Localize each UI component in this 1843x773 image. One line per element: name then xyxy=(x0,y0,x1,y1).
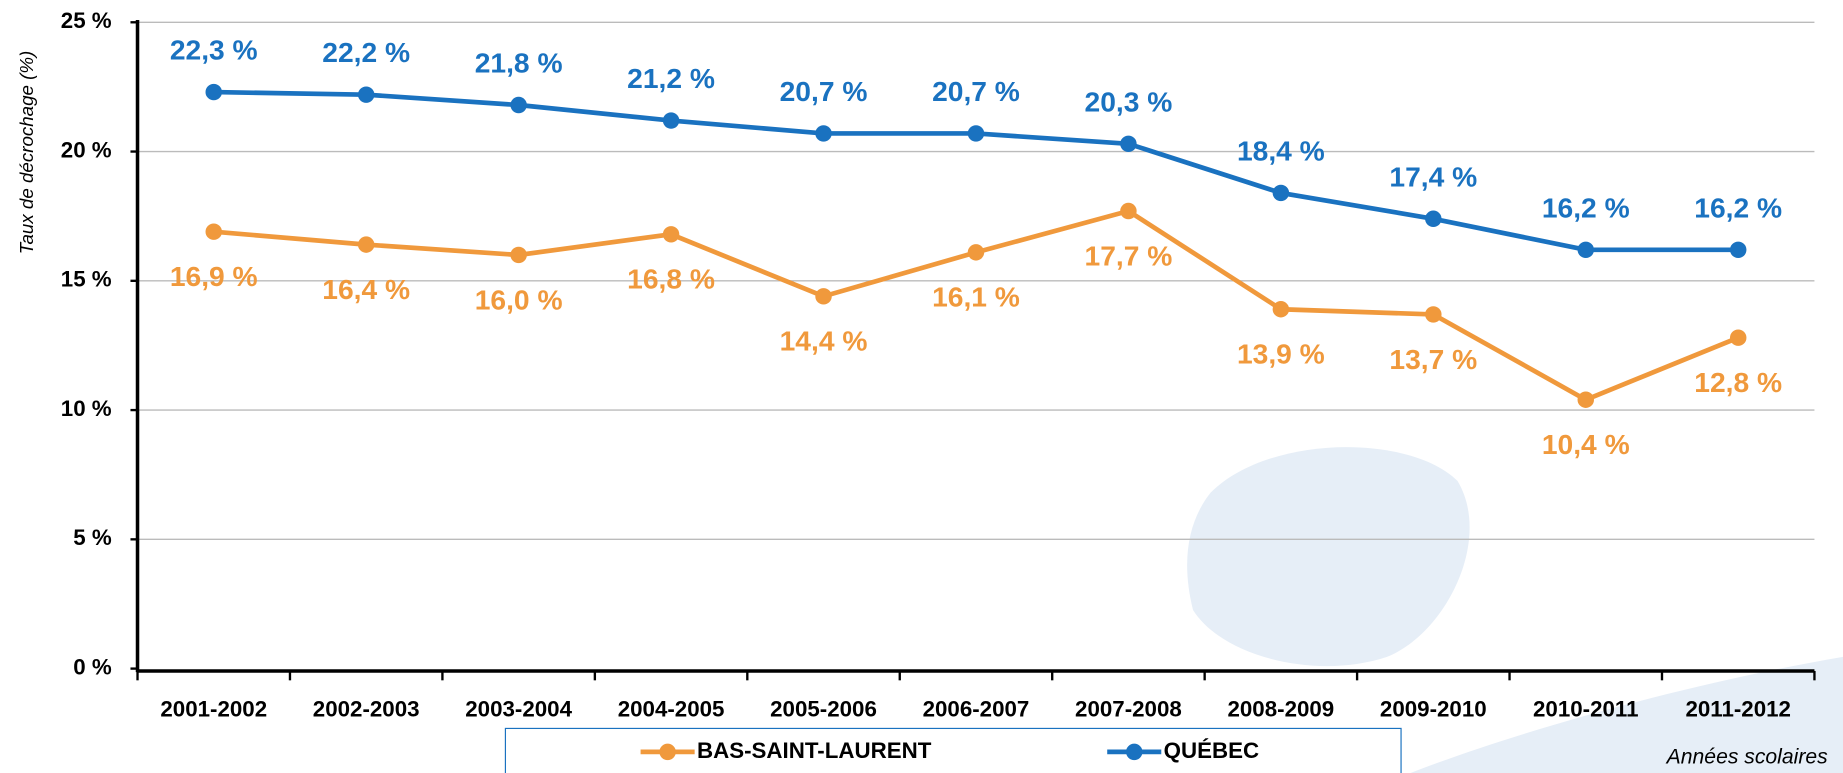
point xyxy=(968,244,984,260)
legend-box xyxy=(505,728,1401,773)
x-tick-label: 2007-2008 xyxy=(1075,697,1182,722)
background-shape xyxy=(1187,447,1469,666)
point xyxy=(968,125,984,141)
legend-label: QUÉBEC xyxy=(1164,738,1260,763)
value-label: 22,3 % xyxy=(170,34,258,66)
value-label: 10,4 % xyxy=(1542,428,1630,460)
point xyxy=(510,97,526,113)
x-tick-label: 2009-2010 xyxy=(1380,697,1487,722)
point xyxy=(1425,211,1441,227)
legend-marker xyxy=(659,744,675,760)
point xyxy=(1120,203,1136,219)
point xyxy=(1425,306,1441,322)
legend-label: BAS-SAINT-LAURENT xyxy=(697,738,932,763)
value-label: 20,7 % xyxy=(780,75,868,107)
point xyxy=(1730,242,1746,258)
x-tick-label: 2008-2009 xyxy=(1227,697,1334,722)
value-label: 20,7 % xyxy=(932,75,1020,107)
point xyxy=(1578,242,1594,258)
value-label: 13,9 % xyxy=(1237,338,1325,370)
x-tick-label: 2005-2006 xyxy=(770,697,877,722)
point xyxy=(358,86,374,102)
point xyxy=(510,247,526,263)
point xyxy=(815,288,831,304)
series-line xyxy=(214,92,1738,250)
value-label: 16,2 % xyxy=(1542,191,1630,223)
x-tick-label: 2010-2011 xyxy=(1533,697,1639,722)
y-tick-label: 5 % xyxy=(73,525,112,550)
page: Taux de décrochage (%) Années scolaires … xyxy=(0,0,1843,773)
x-axis-title: Années scolaires xyxy=(1665,745,1828,768)
x-tick-label: 2002-2003 xyxy=(313,697,420,722)
chart: Taux de décrochage (%) Années scolaires … xyxy=(0,0,1843,773)
point xyxy=(1120,136,1136,152)
point xyxy=(815,125,831,141)
x-tick-label: 2011-2012 xyxy=(1685,697,1791,722)
x-tick-label: 2003-2004 xyxy=(465,697,572,722)
value-label: 16,1 % xyxy=(932,281,1020,313)
value-label: 16,0 % xyxy=(475,283,563,315)
value-label: 16,9 % xyxy=(170,260,258,292)
value-label: 18,4 % xyxy=(1237,134,1325,166)
value-label: 12,8 % xyxy=(1694,366,1782,398)
x-tick-label: 2004-2005 xyxy=(618,697,725,722)
point xyxy=(1273,185,1289,201)
point xyxy=(1578,392,1594,408)
point xyxy=(663,112,679,128)
value-label: 16,4 % xyxy=(322,273,410,305)
value-label: 21,8 % xyxy=(475,47,563,79)
y-tick-label: 0 % xyxy=(73,655,112,680)
point xyxy=(1730,329,1746,345)
point xyxy=(1273,301,1289,317)
value-label: 17,7 % xyxy=(1085,239,1173,271)
value-label: 16,8 % xyxy=(627,263,715,295)
point xyxy=(206,84,222,100)
x-tick-label: 2001-2002 xyxy=(160,697,267,722)
value-label: 21,2 % xyxy=(627,62,715,94)
point xyxy=(663,226,679,242)
legend-marker xyxy=(1126,744,1142,760)
value-label: 22,2 % xyxy=(322,36,410,68)
value-label: 13,7 % xyxy=(1389,343,1477,375)
value-label: 17,4 % xyxy=(1389,160,1477,192)
value-label: 14,4 % xyxy=(780,325,868,357)
x-tick-label: 2006-2007 xyxy=(923,697,1030,722)
value-label: 20,3 % xyxy=(1085,85,1173,117)
point xyxy=(358,236,374,252)
y-tick-label: 25 % xyxy=(61,8,112,33)
y-tick-label: 15 % xyxy=(61,267,112,292)
value-label: 16,2 % xyxy=(1694,191,1782,223)
y-axis-title: Taux de décrochage (%) xyxy=(16,51,37,255)
y-tick-label: 20 % xyxy=(61,137,112,162)
point xyxy=(206,223,222,239)
y-tick-label: 10 % xyxy=(61,396,112,421)
